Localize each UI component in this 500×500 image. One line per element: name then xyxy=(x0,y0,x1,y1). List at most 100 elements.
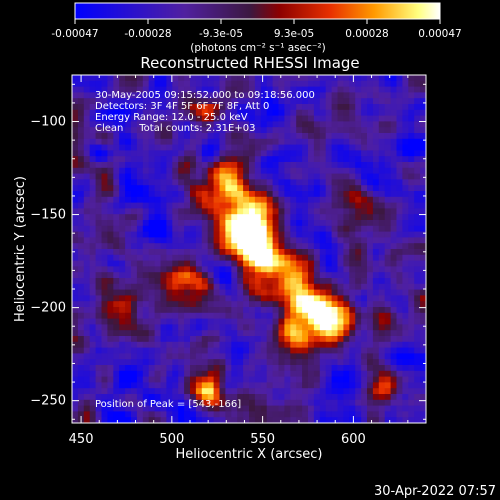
heatmap-cell xyxy=(213,399,220,406)
heatmap-cell xyxy=(408,167,415,174)
heatmap-cell xyxy=(260,162,268,169)
heatmap-cell xyxy=(343,138,350,145)
heatmap-cell xyxy=(107,353,114,360)
heatmap-cell xyxy=(331,307,338,314)
heatmap-cell xyxy=(184,133,191,140)
heatmap-cell xyxy=(390,365,397,372)
heatmap-cell xyxy=(325,196,332,203)
heatmap-cell xyxy=(337,312,344,319)
heatmap-cell xyxy=(142,394,150,401)
heatmap-cell xyxy=(361,179,368,186)
heatmap-cell xyxy=(396,353,403,360)
heatmap-cell xyxy=(308,156,315,163)
heatmap-cell xyxy=(272,167,279,174)
heatmap-cell xyxy=(142,260,150,267)
heatmap-cell xyxy=(72,104,79,111)
heatmap-cell xyxy=(231,394,238,401)
heatmap-cell xyxy=(372,138,380,145)
heatmap-cell xyxy=(213,185,220,192)
heatmap-cell xyxy=(313,98,321,105)
heatmap-cell xyxy=(414,191,421,198)
heatmap-cell xyxy=(195,92,203,99)
heatmap-cell xyxy=(219,283,226,290)
heatmap-cell xyxy=(190,295,197,302)
heatmap-cell xyxy=(72,330,79,337)
heatmap-cell xyxy=(266,347,273,354)
heatmap-cell xyxy=(190,359,197,366)
heatmap-cell xyxy=(266,289,273,296)
heatmap-cell xyxy=(243,86,250,93)
heatmap-cell xyxy=(95,133,102,140)
heatmap-cell xyxy=(420,86,426,93)
heatmap-cell xyxy=(402,98,409,105)
heatmap-cell xyxy=(272,388,279,395)
heatmap-cell xyxy=(142,289,150,296)
heatmap-cell xyxy=(101,237,108,244)
heatmap-cell xyxy=(184,80,191,87)
heatmap-cell xyxy=(319,220,327,227)
heatmap-cell xyxy=(160,243,167,250)
heatmap-cell xyxy=(249,144,256,151)
heatmap-cell xyxy=(331,150,338,157)
heatmap-cell xyxy=(367,347,374,354)
heatmap-cell xyxy=(272,336,279,343)
heatmap-cell xyxy=(160,301,167,308)
heatmap-cell xyxy=(154,336,161,343)
heatmap-cell xyxy=(142,272,150,279)
heatmap-cell xyxy=(325,312,332,319)
heatmap-cell xyxy=(243,347,250,354)
heatmap-cell xyxy=(125,254,132,261)
heatmap-cell xyxy=(349,144,356,151)
heatmap-cell xyxy=(325,359,332,366)
heatmap-cell xyxy=(83,150,91,157)
heatmap-cell xyxy=(219,301,226,308)
heatmap-cell xyxy=(95,376,102,383)
heatmap-cell xyxy=(131,289,138,296)
heatmap-cell xyxy=(325,191,332,198)
heatmap-cell xyxy=(390,75,397,82)
heatmap-cell xyxy=(166,121,173,128)
heatmap-cell xyxy=(290,307,297,314)
heatmap-cell xyxy=(396,173,403,180)
heatmap-cell xyxy=(249,272,256,279)
heatmap-cell xyxy=(325,272,332,279)
heatmap-cell xyxy=(142,341,150,348)
heatmap-cell xyxy=(390,353,397,360)
y-tick-label: −100 xyxy=(30,115,66,130)
heatmap-cell xyxy=(331,156,338,163)
heatmap-cell xyxy=(378,121,386,128)
heatmap-cell xyxy=(343,405,350,412)
heatmap-cell xyxy=(113,365,120,372)
heatmap-cell xyxy=(131,272,138,279)
heatmap-cell xyxy=(278,133,285,140)
heatmap-cell xyxy=(284,388,291,395)
heatmap-cell xyxy=(131,365,138,372)
heatmap-cell xyxy=(278,417,285,423)
heatmap-cell xyxy=(266,80,273,87)
heatmap-cell xyxy=(113,382,120,389)
heatmap-cell xyxy=(337,104,344,111)
heatmap-cell xyxy=(113,185,120,192)
heatmap-cell xyxy=(254,220,262,227)
heatmap-cell xyxy=(278,359,285,366)
heatmap-cell xyxy=(384,243,391,250)
heatmap-cell xyxy=(290,394,297,401)
heatmap-cell xyxy=(83,92,91,99)
heatmap-cell xyxy=(190,249,197,256)
heatmap-cell xyxy=(225,150,232,157)
heatmap-cell xyxy=(302,359,309,366)
heatmap-cell xyxy=(178,336,185,343)
heatmap-cell xyxy=(166,272,173,279)
heatmap-cell xyxy=(378,98,386,105)
heatmap-cell xyxy=(243,75,250,82)
heatmap-cell xyxy=(254,359,262,366)
heatmap-cell xyxy=(319,162,327,169)
heatmap-cell xyxy=(367,167,374,174)
heatmap-cell xyxy=(142,196,150,203)
heatmap-cell xyxy=(172,92,179,99)
heatmap-cell xyxy=(142,353,150,360)
heatmap-cell xyxy=(272,196,279,203)
heatmap-cell xyxy=(125,115,132,122)
heatmap-cell xyxy=(166,173,173,180)
heatmap-cell xyxy=(325,283,332,290)
